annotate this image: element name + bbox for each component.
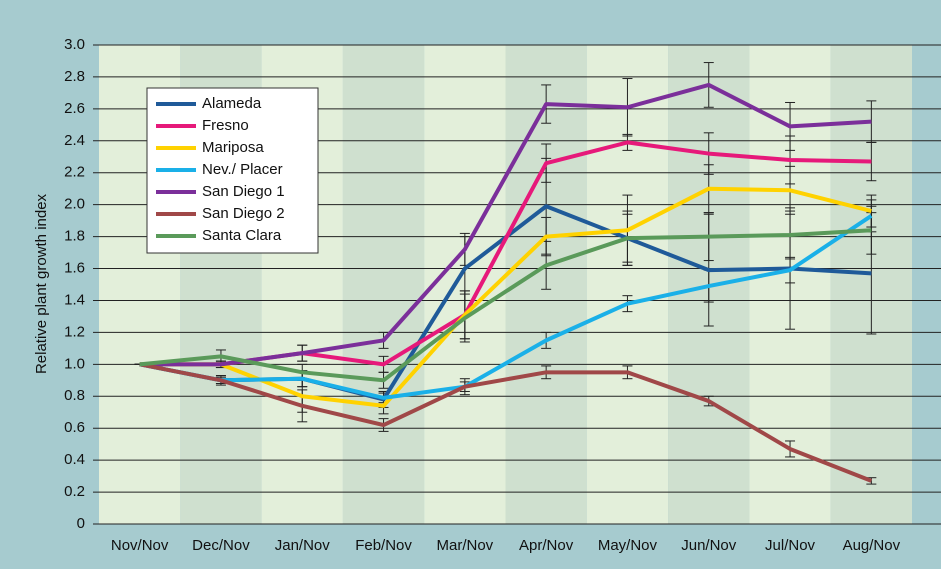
legend-label: Santa Clara [202,227,282,244]
x-tick-label: Mar/Nov [437,537,494,554]
y-tick-label: 3.0 [64,36,85,53]
y-tick-label: 2.0 [64,196,85,213]
series-line [139,362,873,483]
x-tick-label: Feb/Nov [355,537,412,554]
y-axis-label: Relative plant growth index [33,193,50,374]
legend-label: San Diego 2 [202,205,285,222]
y-tick-label: 2.2 [64,164,85,181]
y-tick-label: 2.4 [64,132,85,149]
legend-label: Nev./ Placer [202,161,283,178]
plot-band [342,45,425,524]
legend-label: San Diego 1 [202,183,285,200]
y-tick-label: 2.8 [64,68,85,85]
y-tick-label: 1.6 [64,260,85,277]
series-line [139,214,873,400]
y-tick-label: 1.4 [64,291,85,308]
series-line [139,228,872,383]
series-line [139,82,872,367]
x-tick-label: Aug/Nov [843,537,901,554]
x-tick-label: Jun/Nov [681,537,737,554]
y-tick-label: 0.4 [64,451,85,468]
y-tick-label: 1.8 [64,228,85,245]
legend-label: Mariposa [202,139,264,156]
x-tick-label: May/Nov [598,537,658,554]
x-tick-label: Jul/Nov [765,537,816,554]
legend: Alameda Fresno Mariposa Nev./ Placer San Die… [146,87,319,254]
x-tick-label: Nov/Nov [111,537,169,554]
x-tick-label: Apr/Nov [519,537,574,554]
x-tick-label: Dec/Nov [192,537,250,554]
legend-label: Alameda [202,95,262,112]
y-tick-label: 0.6 [64,419,85,436]
y-tick-label: 0 [77,515,85,532]
y-tick-label: 1.2 [64,323,85,340]
y-tick-label: 0.2 [64,483,85,500]
legend-label: Fresno [202,117,249,134]
y-tick-label: 0.8 [64,387,85,404]
y-tick-label: 2.6 [64,100,85,117]
x-tick-label: Jan/Nov [275,537,331,554]
y-tick-label: 1.0 [64,355,85,372]
